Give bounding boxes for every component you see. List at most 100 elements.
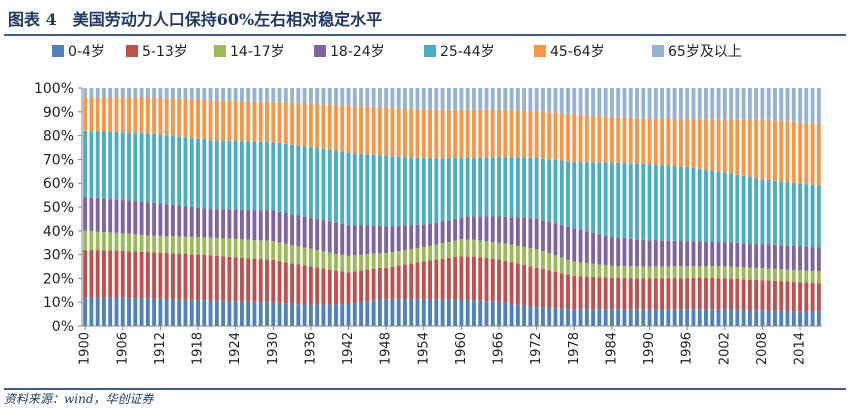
legend-item: 0-4岁 [52,44,105,60]
bar-segment [221,140,226,210]
bar-segment [503,216,508,244]
x-tick-label: 1918 [191,332,206,365]
bar-segment [773,120,777,181]
bar-segment [170,204,175,237]
bar-segment [810,282,815,312]
bar-segment [127,97,131,133]
bar-segment [798,282,802,312]
bar-segment [415,157,420,225]
bar-segment [503,260,508,304]
bar-segment [616,88,621,118]
bar-segment [214,300,219,326]
bar-segment [528,111,533,158]
bar-segment [127,297,131,326]
bar-segment [271,142,276,211]
bar-segment [271,210,276,242]
bar-segment [647,88,652,119]
bar-segment [352,255,357,272]
bar-segment [660,266,665,279]
bar-segment [766,244,771,269]
bar-segment [214,237,219,256]
bar-segment [283,213,288,244]
bar-segment [785,269,790,282]
bar-segment [453,218,458,241]
bar-segment [522,217,527,247]
bar-segment [346,304,351,326]
bar-segment [196,299,200,326]
bar-segment [283,88,288,103]
x-tick-label: 1972 [529,332,544,365]
bar-segment [540,88,545,112]
x-tick-label: 1936 [303,332,318,365]
bar-segment [95,198,100,232]
bar-segment [578,276,583,310]
bar-segment [622,266,627,279]
bar-segment [346,152,351,226]
bar-segment [704,265,708,278]
bar-segment [522,305,527,326]
bar-segment [340,254,345,272]
bar-segment [89,250,94,298]
bar-segment [760,119,765,180]
bar-segment [384,156,389,227]
bar-segment [290,88,295,103]
bar-segment [609,116,614,163]
bar-segment [384,267,389,300]
bar-segment [158,298,163,326]
bar-segment [716,309,721,326]
bar-segment [716,278,721,310]
bar-segment [365,225,370,255]
bar-segment [384,107,389,156]
bar-segment [239,141,244,210]
bar-segment [785,88,790,122]
bar-segment [528,157,533,219]
bar-segment [377,107,382,156]
bar-segment [804,122,809,185]
bar-segment [340,304,345,326]
bar-segment [208,88,213,100]
bar-segment [139,88,144,98]
bar-segment [603,88,608,117]
bar-segment [685,167,690,242]
bar-segment [653,278,658,310]
bar-segment [265,210,269,241]
bar-segment [754,279,759,311]
bar-segment [158,235,163,253]
x-tick-label: 1930 [266,332,281,365]
bar-segment [616,309,621,326]
bar-segment [296,145,301,216]
bar-segment [246,301,251,326]
bar-segment [603,265,608,278]
bar-segment [515,88,520,111]
bar-segment [678,241,683,267]
bar-segment [522,88,527,111]
bar-segment [691,266,696,279]
y-tick-label: 40% [43,224,74,240]
bar-segment [83,88,88,98]
bar-segment [359,225,364,255]
x-tick-label: 2014 [793,332,808,365]
bar-segment [89,97,94,132]
bar-segment [346,88,351,106]
bar-segment [710,309,715,326]
bar-segment [440,299,445,326]
bar-segment [540,269,545,308]
bar-segment [478,88,483,110]
bar-segment [359,270,364,303]
bar-segment [290,245,295,264]
bar-segment [95,97,100,132]
bar-segment [283,102,288,144]
bar-segment [340,271,345,305]
bar-segment [666,88,671,120]
bar-segment [145,252,150,299]
bar-segment [472,300,476,326]
bar-segment [603,162,608,236]
bar-segment [164,135,169,205]
bar-segment [371,88,376,107]
bar-segment [327,252,332,270]
bar-segment [265,302,269,326]
bar-segment [697,168,702,242]
bar-segment [760,268,765,281]
bar-segment [133,201,138,235]
bar-segment [308,248,313,267]
